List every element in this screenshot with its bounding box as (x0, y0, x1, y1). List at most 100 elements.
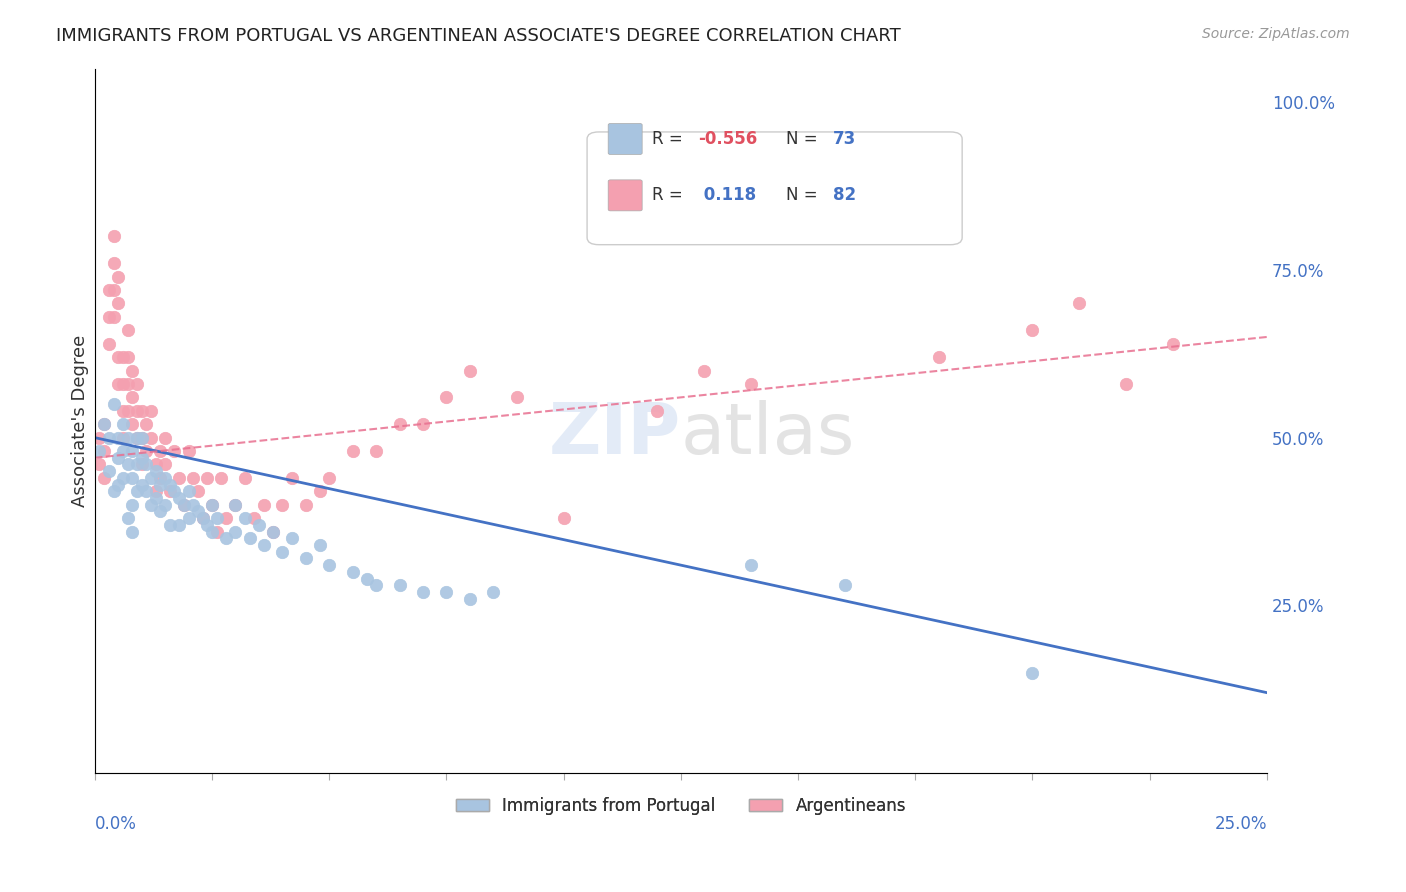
Point (181, 498, 204, 512)
Text: IMMIGRANTS FROM PORTUGAL VS ARGENTINEAN ASSOCIATE'S DEGREE CORRELATION CHART: IMMIGRANTS FROM PORTUGAL VS ARGENTINEAN … (56, 27, 901, 45)
Point (107, 350, 129, 364)
Text: N =: N = (786, 186, 823, 204)
Point (740, 558, 762, 573)
Point (103, 484, 125, 499)
Point (553, 511, 575, 525)
Point (103, 397, 125, 411)
Y-axis label: Associate's Degree: Associate's Degree (72, 334, 89, 507)
Point (139, 404, 162, 418)
Legend: Immigrants from Portugal, Argentineans: Immigrants from Portugal, Argentineans (449, 790, 912, 822)
Point (117, 376, 139, 391)
Point (201, 498, 224, 512)
Point (181, 471, 204, 485)
Point (187, 484, 209, 499)
Point (224, 498, 246, 512)
Point (107, 431, 129, 445)
Point (233, 511, 256, 525)
Point (107, 477, 129, 491)
Point (215, 531, 238, 545)
Point (195, 471, 218, 485)
Point (131, 477, 153, 491)
Point (93, 444, 115, 458)
Point (107, 296, 129, 310)
Point (205, 524, 228, 539)
Point (388, 578, 411, 592)
Point (111, 404, 134, 418)
Point (238, 531, 260, 545)
Point (187, 504, 209, 518)
Text: ZIP: ZIP (548, 401, 681, 469)
Point (111, 431, 134, 445)
Text: 25.0%: 25.0% (1215, 815, 1267, 833)
Point (103, 256, 125, 270)
Point (167, 471, 190, 485)
Point (149, 471, 172, 485)
Point (121, 471, 143, 485)
Point (145, 484, 167, 499)
Point (262, 524, 284, 539)
Point (103, 283, 125, 297)
Text: N =: N = (786, 130, 823, 148)
Point (89, 431, 111, 445)
Point (342, 444, 364, 458)
Point (1021, 323, 1043, 337)
Point (308, 484, 330, 499)
Point (103, 229, 125, 244)
Point (153, 431, 176, 445)
Point (928, 350, 950, 364)
Point (247, 517, 270, 532)
Point (693, 363, 716, 377)
Point (201, 498, 224, 512)
Point (233, 471, 256, 485)
Point (111, 376, 134, 391)
Point (173, 498, 195, 512)
Point (153, 458, 176, 472)
Point (131, 431, 153, 445)
Point (294, 498, 316, 512)
Text: R =: R = (651, 130, 688, 148)
Point (131, 404, 153, 418)
Point (191, 511, 214, 525)
Text: atlas: atlas (681, 401, 855, 469)
FancyBboxPatch shape (588, 132, 962, 244)
Point (159, 517, 181, 532)
FancyBboxPatch shape (609, 123, 643, 154)
Point (153, 498, 176, 512)
Point (506, 390, 529, 404)
Point (117, 404, 139, 418)
Point (111, 471, 134, 485)
FancyBboxPatch shape (609, 180, 643, 211)
Point (111, 350, 134, 364)
Point (1069, 296, 1091, 310)
Point (173, 498, 195, 512)
Point (436, 390, 458, 404)
Point (97, 464, 120, 478)
Point (149, 444, 172, 458)
Point (159, 477, 181, 491)
Point (191, 511, 214, 525)
Point (215, 511, 238, 525)
Point (131, 450, 153, 465)
Point (93, 417, 115, 432)
Point (149, 504, 172, 518)
Point (93, 471, 115, 485)
Point (121, 390, 143, 404)
Point (364, 578, 387, 592)
Text: 0.118: 0.118 (699, 186, 756, 204)
Point (224, 524, 246, 539)
Point (364, 444, 387, 458)
Point (342, 565, 364, 579)
Point (121, 417, 143, 432)
Point (167, 517, 190, 532)
Point (89, 458, 111, 472)
Point (135, 484, 157, 499)
Point (1115, 376, 1137, 391)
Point (201, 524, 224, 539)
Text: -0.556: -0.556 (699, 130, 758, 148)
Point (117, 511, 139, 525)
Point (117, 458, 139, 472)
Text: 82: 82 (834, 186, 856, 204)
Point (482, 585, 505, 599)
Text: 73: 73 (834, 130, 856, 148)
Point (149, 477, 172, 491)
